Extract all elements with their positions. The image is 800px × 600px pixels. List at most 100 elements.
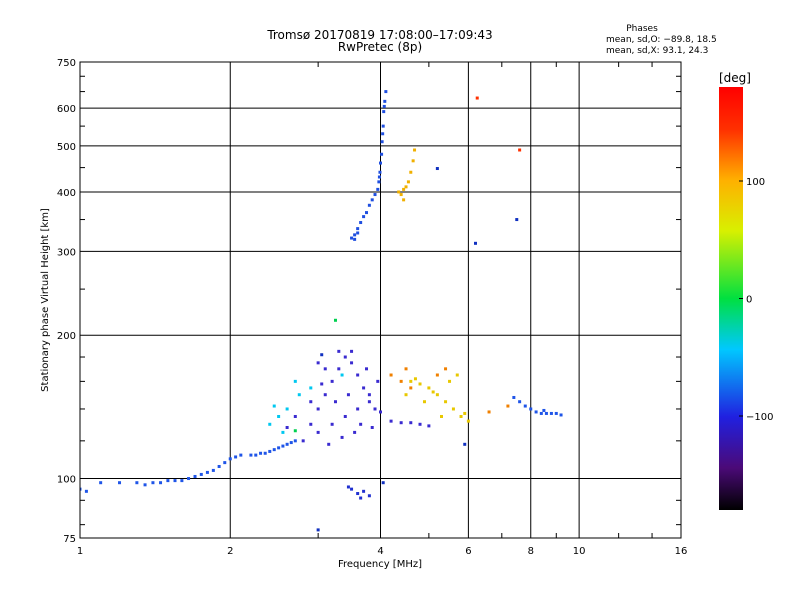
data-point <box>409 379 413 383</box>
data-point <box>382 110 386 114</box>
data-point <box>350 236 354 240</box>
x-tick-label: 2 <box>227 546 233 557</box>
data-point <box>359 496 363 500</box>
data-point <box>135 481 139 485</box>
chart-subtitle: RwPretec (8p) <box>338 40 422 54</box>
colorbar-title: [deg] <box>719 71 751 85</box>
data-point <box>475 96 479 100</box>
data-point <box>285 407 289 411</box>
data-point <box>376 187 380 191</box>
y-tick-label: 100 <box>57 475 76 486</box>
data-point <box>301 439 305 443</box>
data-point <box>376 379 380 383</box>
y-axis-ticks: 75 100 200 300 400 500 600 750 <box>57 58 681 545</box>
y-tick-label: 75 <box>63 534 76 545</box>
data-point <box>356 227 360 231</box>
data-point <box>293 379 297 383</box>
data-point <box>327 442 331 446</box>
data-point <box>404 367 408 371</box>
data-point <box>549 411 553 415</box>
data-point <box>362 386 366 390</box>
data-point <box>234 455 238 459</box>
data-point <box>435 393 439 397</box>
stats-o-mode: mean, sd,O: −89.8, 18.5 <box>606 35 717 45</box>
data-point <box>367 400 371 404</box>
data-point <box>293 439 297 443</box>
data-point <box>542 408 546 412</box>
data-point <box>463 442 467 446</box>
data-point <box>389 373 393 377</box>
x-tick-label: 6 <box>465 546 471 557</box>
data-point <box>320 353 324 357</box>
data-point <box>411 159 415 163</box>
data-point <box>523 404 527 408</box>
data-point <box>337 367 341 371</box>
data-point <box>281 430 285 434</box>
grid-lines <box>80 62 681 538</box>
data-point <box>455 373 459 377</box>
data-point <box>365 367 369 371</box>
data-point <box>309 422 313 426</box>
data-point <box>397 190 401 194</box>
data-point <box>365 211 369 215</box>
plot-frame <box>79 61 682 539</box>
data-point <box>350 361 354 365</box>
data-point <box>404 185 408 189</box>
y-tick-label: 200 <box>57 331 76 342</box>
colorbar-tick-label: 100 <box>746 177 765 188</box>
data-point <box>205 470 209 474</box>
data-point <box>337 349 341 353</box>
data-point <box>409 170 413 174</box>
data-point <box>413 148 417 152</box>
data-point <box>554 411 558 415</box>
data-point <box>559 413 563 417</box>
data-point <box>399 421 403 425</box>
data-point <box>99 481 103 485</box>
y-axis-label: Stationary phase Virtual Height [km] <box>40 208 51 392</box>
data-point <box>359 221 363 225</box>
data-point <box>297 393 301 397</box>
data-point <box>320 382 324 386</box>
data-point <box>193 474 197 478</box>
data-point <box>435 167 439 171</box>
data-point <box>356 492 360 496</box>
data-point <box>367 393 371 397</box>
data-point <box>518 400 522 404</box>
data-point <box>381 481 385 485</box>
data-point <box>316 407 320 411</box>
data-point <box>293 429 297 433</box>
data-point <box>309 386 313 390</box>
data-point <box>239 453 243 457</box>
data-point <box>380 152 384 156</box>
data-point <box>383 99 387 103</box>
data-point <box>427 424 431 428</box>
data-point <box>356 231 360 235</box>
data-point <box>350 349 354 353</box>
data-point <box>459 414 463 418</box>
data-point <box>263 451 267 455</box>
data-point <box>377 180 381 184</box>
data-point <box>346 393 350 397</box>
data-point <box>512 395 516 399</box>
data-point <box>84 489 88 493</box>
y-tick-label: 600 <box>57 104 76 115</box>
data-point <box>444 367 448 371</box>
colorbar-tick-label: 0 <box>746 295 752 306</box>
data-point <box>534 410 538 414</box>
data-point <box>409 386 413 390</box>
y-tick-label: 500 <box>57 142 76 153</box>
data-point <box>187 477 191 481</box>
data-point <box>285 442 289 446</box>
data-point <box>180 479 184 483</box>
data-point <box>451 407 455 411</box>
data-point <box>382 104 386 108</box>
data-point <box>289 441 293 445</box>
data-point <box>402 198 406 202</box>
data-point <box>373 407 377 411</box>
data-point <box>466 419 470 423</box>
data-point <box>259 451 263 455</box>
data-point <box>330 379 334 383</box>
data-point <box>323 393 327 397</box>
data-point <box>378 170 382 174</box>
data-point <box>379 410 382 414</box>
